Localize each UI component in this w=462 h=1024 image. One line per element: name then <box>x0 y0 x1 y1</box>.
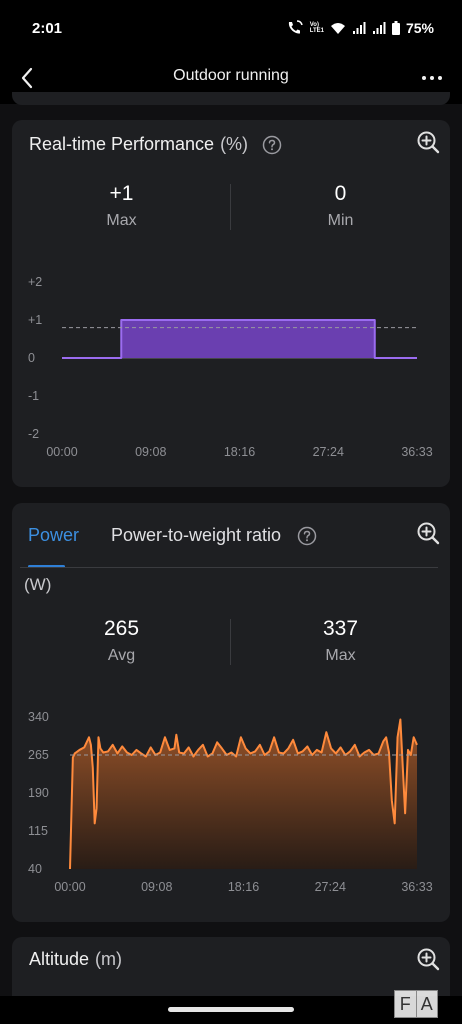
x-tick-label: 00:00 <box>54 880 85 894</box>
previous-card-edge <box>12 92 450 105</box>
series-area <box>62 320 417 358</box>
tab-power[interactable]: Power <box>28 525 80 545</box>
x-tick-label: 27:24 <box>313 445 344 459</box>
x-tick-label: 18:16 <box>224 445 255 459</box>
power-max: 337 Max <box>231 617 450 677</box>
y-tick-label: 115 <box>28 824 48 838</box>
system-nav-bar <box>0 996 462 1024</box>
power-avg-value: 265 <box>103 617 140 640</box>
x-tick-label: 09:08 <box>141 880 172 894</box>
performance-stats: +1 Max 0 Min <box>12 182 450 242</box>
y-tick-label: 190 <box>28 786 49 800</box>
y-tick-label: -2 <box>28 427 39 441</box>
more-options-button[interactable] <box>418 64 446 92</box>
zoom-in-icon[interactable] <box>416 130 440 154</box>
performance-unit: (%) <box>220 134 249 154</box>
altitude-title: Altitude (m) <box>29 949 122 970</box>
watermark-letter-right: A <box>415 991 438 1017</box>
stat-divider <box>230 619 231 665</box>
status-icons: Vo) LTE1 75% <box>286 19 434 37</box>
active-tab-indicator <box>28 565 65 568</box>
signal-icon-2 <box>372 21 386 35</box>
performance-max: +1 Max <box>12 182 231 242</box>
power-stats: 265 Avg 337 Max <box>12 617 450 677</box>
x-tick-label: 18:16 <box>228 880 259 894</box>
y-tick-label: 340 <box>28 710 49 724</box>
battery-percent: 75% <box>405 20 434 36</box>
home-gesture-handle[interactable] <box>168 1007 294 1012</box>
tab-power-to-weight-label: Power-to-weight ratio <box>111 525 282 545</box>
power-tabs: Power Power-to-weight ratio <box>12 521 450 568</box>
y-tick-label: -1 <box>28 389 39 403</box>
status-bar: 2:01 Vo) LTE1 75% <box>0 0 462 56</box>
signal-icon-1 <box>352 21 366 35</box>
power-unit: (W) <box>24 575 52 594</box>
watermark-logo: F A <box>394 990 438 1018</box>
volte-line2: LTE1 <box>309 28 324 34</box>
battery-icon <box>391 21 400 35</box>
arrow-back-icon <box>21 67 33 89</box>
performance-max-value: +1 <box>109 182 134 205</box>
power-card: Power Power-to-weight ratio (W) 265 Avg … <box>12 503 450 922</box>
performance-min-value: 0 <box>334 182 347 205</box>
back-button[interactable] <box>14 64 42 92</box>
tab-power-to-weight[interactable]: Power-to-weight ratio <box>111 525 317 546</box>
x-tick-label: 00:00 <box>46 445 77 459</box>
volte-line1: Vo) <box>309 22 319 28</box>
watermark-letter-left: F <box>399 994 411 1014</box>
y-tick-label: 0 <box>28 351 35 365</box>
volte-badge: Vo) LTE1 <box>310 22 324 34</box>
page-title: Outdoor running <box>173 67 289 84</box>
performance-max-label: Max <box>106 212 137 229</box>
wifi-call-icon <box>286 20 304 36</box>
performance-min-label: Min <box>327 212 354 229</box>
wifi-icon <box>330 21 346 35</box>
status-time: 2:01 <box>32 20 63 37</box>
performance-min: 0 Min <box>231 182 450 242</box>
series-line <box>62 319 417 359</box>
performance-chart: +2 +1 0 -1 -2 00:00 09:08 18:16 27:24 36:33 <box>28 275 433 459</box>
stat-divider <box>230 184 231 230</box>
power-max-value: 337 <box>322 617 359 640</box>
performance-title-text: Real-time Performance <box>29 134 215 154</box>
zoom-in-icon[interactable] <box>416 521 440 545</box>
altitude-title-text: Altitude <box>29 949 90 969</box>
zoom-in-icon[interactable] <box>416 947 440 971</box>
y-tick-label: 265 <box>28 748 49 762</box>
x-tick-label: 27:24 <box>315 880 346 894</box>
y-tick-label: +1 <box>28 313 42 327</box>
x-tick-label: 36:33 <box>401 445 432 459</box>
series-area <box>70 719 417 869</box>
x-tick-label: 09:08 <box>135 445 166 459</box>
y-tick-label: 40 <box>28 862 42 876</box>
power-max-label: Max <box>325 647 356 664</box>
x-tick-label: 36:33 <box>401 880 432 894</box>
performance-title: Real-time Performance (%) <box>29 134 282 155</box>
power-avg-label: Avg <box>107 647 136 664</box>
performance-card: Real-time Performance (%) +1 Max 0 Min +… <box>12 120 450 487</box>
y-tick-label: +2 <box>28 275 42 289</box>
tabs-divider <box>20 567 438 568</box>
more-horizontal-icon <box>422 76 442 80</box>
altitude-unit: (m) <box>95 949 123 969</box>
help-icon[interactable] <box>262 135 282 155</box>
help-icon[interactable] <box>297 526 317 546</box>
power-avg: 265 Avg <box>12 617 231 677</box>
power-chart: 340 265 190 115 40 00:00 09:08 18:16 27:24 36:33 <box>28 710 433 894</box>
